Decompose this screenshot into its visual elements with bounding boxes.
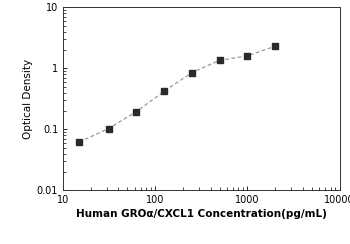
X-axis label: Human GROα/CXCL1 Concentration(pg/mL): Human GROα/CXCL1 Concentration(pg/mL) xyxy=(76,209,327,219)
Y-axis label: Optical Density: Optical Density xyxy=(23,59,33,139)
